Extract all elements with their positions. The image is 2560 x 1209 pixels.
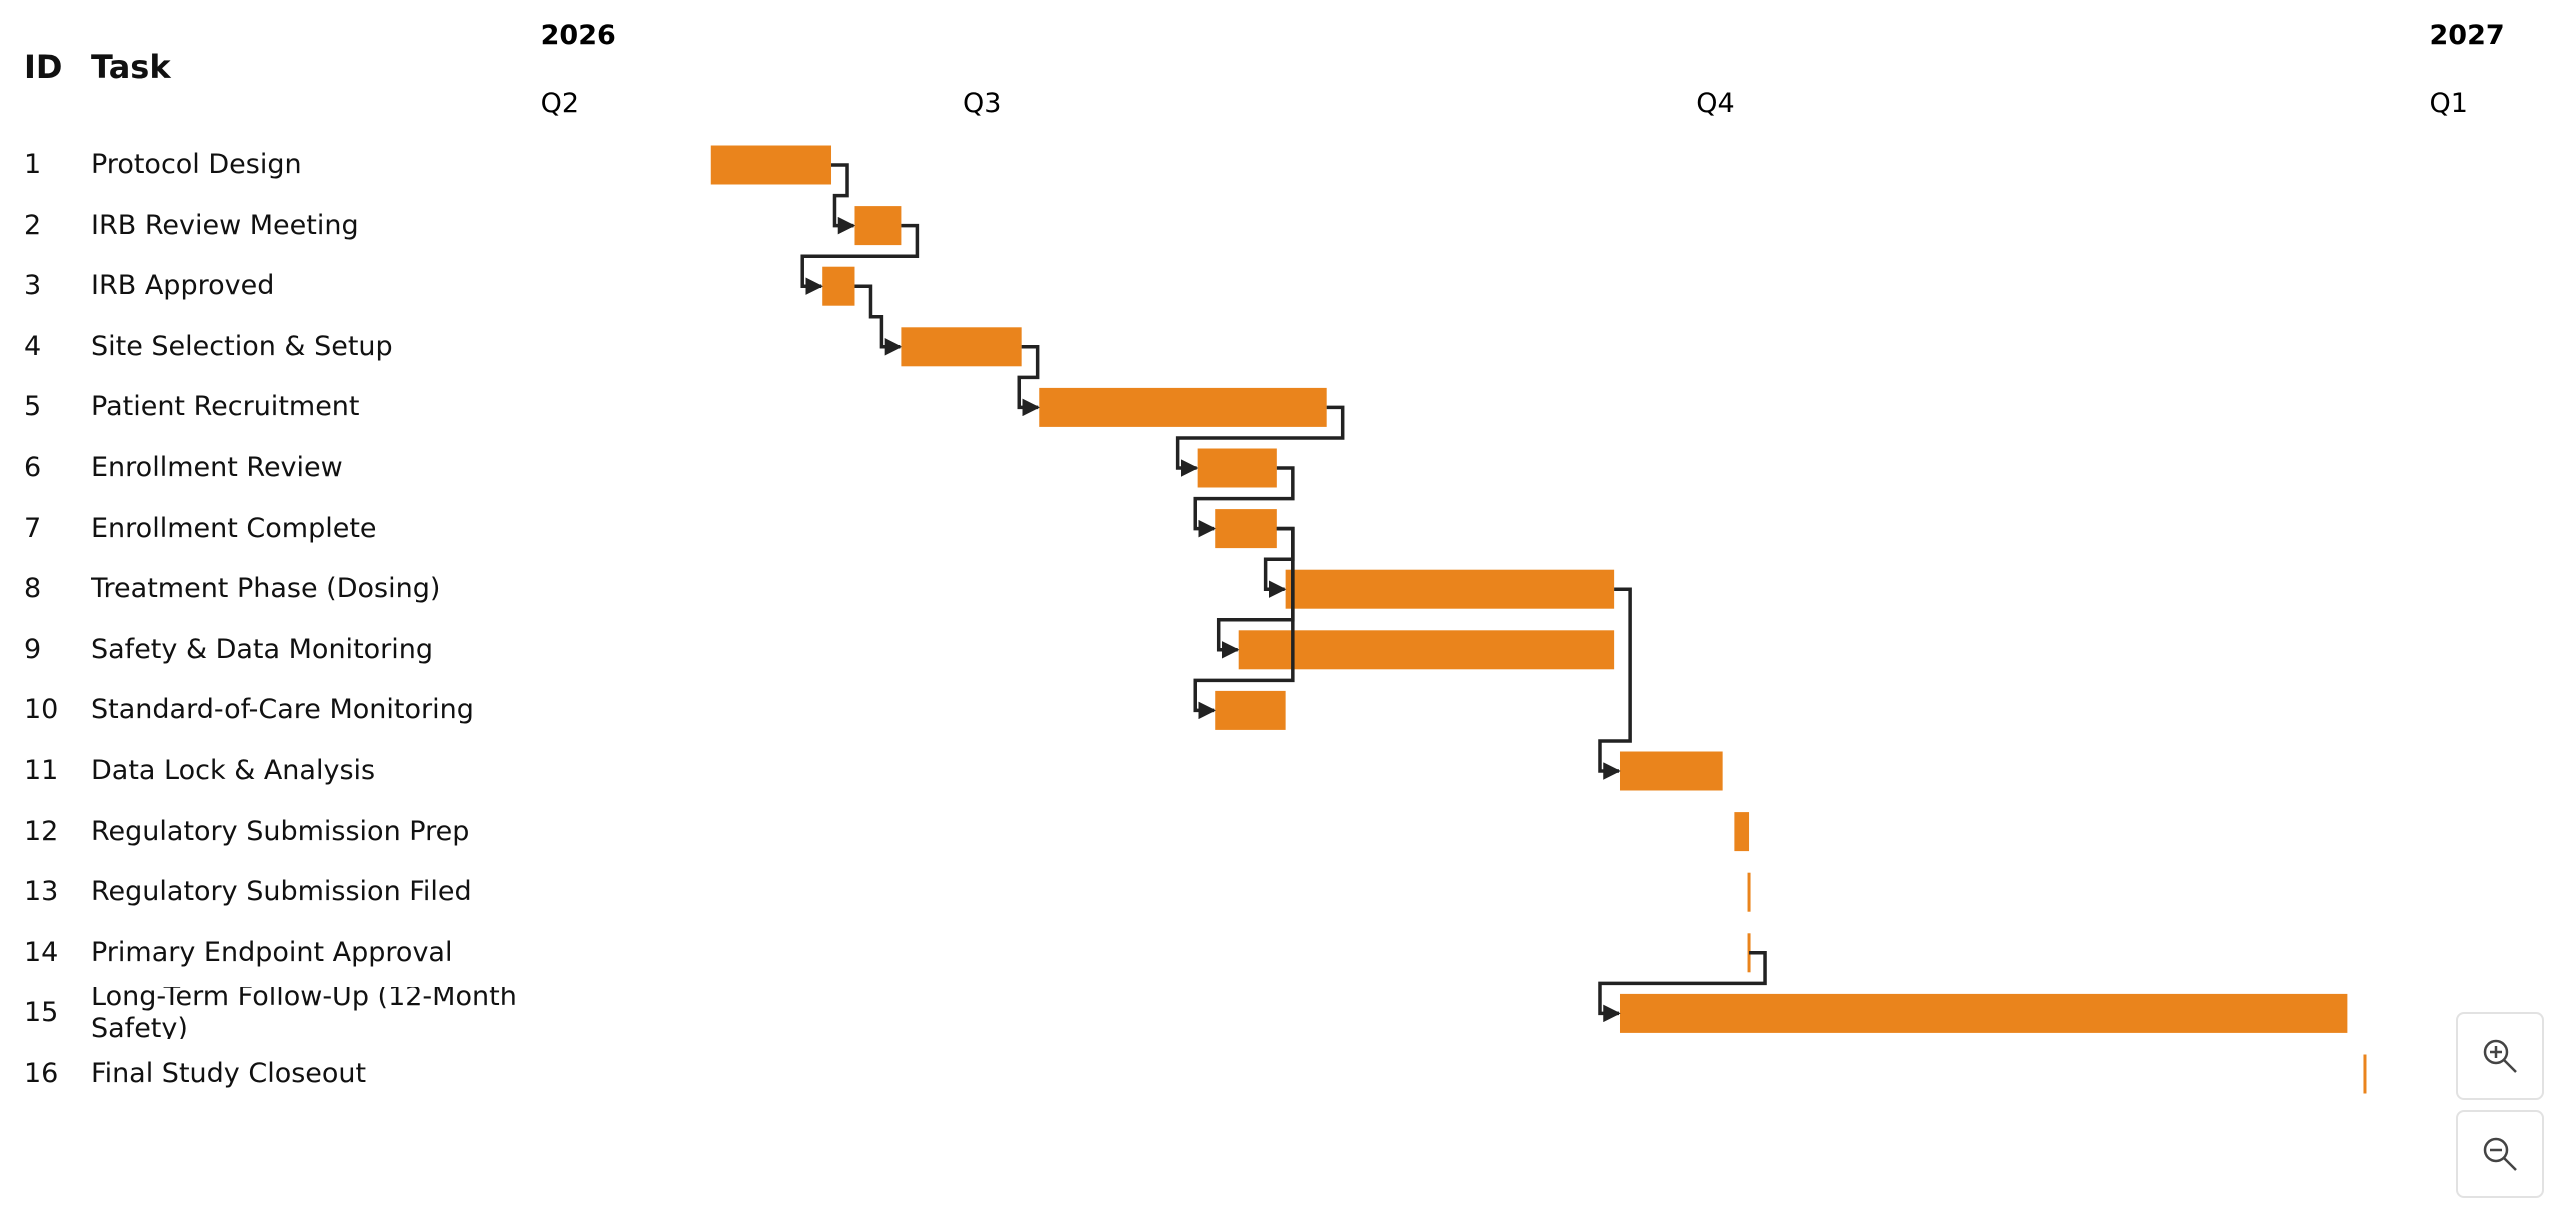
- task-name: Final Study Closeout: [91, 1058, 367, 1089]
- quarter-label: Q2: [541, 88, 579, 119]
- task-id: 8: [24, 573, 42, 605]
- zoom-in-button[interactable]: [2456, 1012, 2544, 1100]
- task-id: 1: [24, 149, 42, 180]
- task-bar: [1619, 993, 2348, 1033]
- year-label: 2027: [2430, 20, 2505, 51]
- task-bar: [1197, 448, 1277, 488]
- task-id: 15: [24, 997, 59, 1029]
- task-name: Enrollment Complete: [91, 512, 377, 544]
- column-header: Task: [91, 48, 171, 86]
- task-bar: [1238, 630, 1615, 670]
- task-id: 4: [24, 330, 42, 362]
- dependency-link: [1193, 466, 1295, 538]
- task-id: 13: [24, 876, 59, 908]
- task-bar: [822, 266, 855, 306]
- quarter-label: Q4: [1696, 88, 1734, 119]
- milestone: [1747, 872, 1751, 912]
- task-name: Safety & Data Monitoring: [91, 633, 434, 665]
- task-id: 7: [24, 512, 42, 544]
- task-id: 6: [24, 452, 42, 483]
- task-bar: [1039, 387, 1327, 427]
- task-bar: [710, 145, 832, 185]
- quarter-label: Q3: [963, 88, 1001, 119]
- task-bar: [901, 327, 1022, 367]
- task-bar: [1619, 751, 1723, 791]
- task-bar: [1215, 690, 1286, 730]
- task-bar: [1215, 509, 1277, 549]
- dependency-link: [800, 223, 920, 295]
- task-bar: [1285, 569, 1615, 609]
- task-name: Primary Endpoint Approval: [91, 936, 453, 968]
- dependency-link: [1193, 526, 1295, 720]
- task-id: 2: [24, 209, 42, 241]
- task-name: Regulatory Submission Prep: [91, 815, 470, 847]
- task-id: 12: [24, 815, 59, 847]
- column-header: ID: [24, 48, 63, 86]
- milestone: [2363, 1054, 2367, 1094]
- task-id: 10: [24, 694, 59, 726]
- task-bar: [1734, 812, 1750, 852]
- quarter-label: Q1: [2430, 88, 2468, 119]
- task-id: 16: [24, 1058, 59, 1089]
- task-name: Treatment Phase (Dosing): [91, 573, 441, 605]
- dependency-link: [831, 163, 856, 235]
- task-id: 9: [24, 633, 42, 665]
- zoom-out-icon: [2483, 1137, 2517, 1171]
- task-name: Patient Recruitment: [91, 391, 360, 423]
- task-name: Protocol Design: [91, 149, 302, 180]
- zoom-in-icon: [2483, 1039, 2517, 1073]
- dependency-link: [1598, 951, 1767, 1023]
- year-label: 2026: [541, 20, 616, 51]
- task-name: Regulatory Submission Filed: [91, 876, 472, 908]
- task-name: IRB Approved: [91, 270, 275, 302]
- task-id: 3: [24, 270, 42, 302]
- task-name: Data Lock & Analysis: [91, 755, 376, 786]
- task-id: 5: [24, 391, 42, 423]
- zoom-out-button[interactable]: [2456, 1110, 2544, 1198]
- task-name: Enrollment Review: [91, 452, 343, 483]
- dependency-link: [1598, 587, 1632, 780]
- task-name: Standard-of-Care Monitoring: [91, 694, 474, 726]
- task-name: Site Selection & Setup: [91, 330, 393, 362]
- task-id: 14: [24, 936, 59, 968]
- task-id: 11: [24, 755, 59, 786]
- task-name: IRB Review Meeting: [91, 209, 359, 241]
- dependency-link: [1175, 405, 1345, 477]
- task-bar: [854, 206, 902, 246]
- task-name: Long-Term Follow-Up (12-Month Safety): [91, 987, 517, 1040]
- dependency-link: [854, 284, 903, 356]
- dependency-link: [1017, 345, 1041, 417]
